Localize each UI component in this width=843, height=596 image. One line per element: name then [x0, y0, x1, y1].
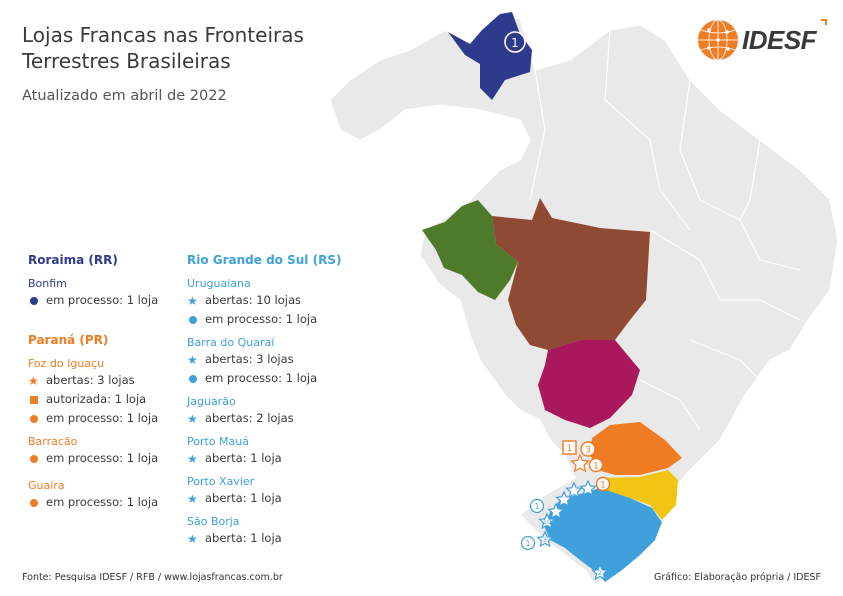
footer-credit: Gráfico: Elaboração própria / IDESF [653, 572, 821, 583]
acre-rondonia-states [422, 200, 518, 300]
legend-city-guaira: Guaíra [28, 479, 65, 492]
legend-item-text: abertas: 3 lojas [46, 373, 135, 387]
legend-item-text: aberta: 1 loja [205, 531, 282, 545]
legend-roraima: Roraima (RR) Bonfim em processo: 1 loja [28, 251, 158, 310]
logo-text: IDESF [742, 25, 817, 55]
mato-grosso-do-sul-state [538, 340, 640, 428]
star-marker-icon: ★ [187, 293, 198, 308]
dot-marker-icon [189, 315, 197, 324]
legend-item: ★ abertas: 3 lojas [187, 350, 341, 369]
legend-city-sao-borja: São Borja [187, 515, 240, 528]
star-marker-icon: ★ [187, 451, 198, 466]
svg-text:1: 1 [526, 539, 531, 548]
rs-pin-labels: 1 10 1 3 2 [526, 502, 602, 577]
legend-item-text: abertas: 2 lojas [205, 411, 294, 425]
legend-state-rs: Rio Grande do Sul (RS) [187, 253, 342, 267]
footer-source: Fonte: Pesquisa IDESF / RFB / www.lojasf… [22, 572, 283, 583]
mato-grosso-state [492, 198, 650, 350]
parana-state [590, 422, 682, 475]
legend-state-roraima: Roraima (RR) [28, 253, 118, 267]
legend-item: ★ abertas: 2 lojas [187, 409, 341, 428]
legend-item-text: aberta: 1 loja [205, 451, 282, 465]
roraima-pin: 1 [504, 31, 526, 53]
svg-text:10: 10 [543, 518, 551, 526]
rs-pins [520, 479, 609, 581]
legend-state-parana: Paraná (PR) [28, 333, 109, 347]
title-line-2: Terrestres Brasileiras [22, 49, 231, 73]
legend-item-text: em processo: 1 loja [46, 411, 159, 425]
legend-item-text: em processo: 1 loja [205, 312, 318, 326]
legend-item-text: abertas: 3 lojas [205, 352, 294, 366]
parana-pins: 1 3 1 1 [562, 440, 611, 492]
legend-item: em processo: 1 loja [28, 409, 158, 428]
legend-item: ★ abertas: 3 lojas [28, 371, 158, 390]
svg-text:1: 1 [567, 444, 573, 454]
state-borders [529, 29, 801, 431]
legend-item-text: em processo: 1 loja [46, 495, 159, 509]
rio-grande-do-sul-state [545, 488, 662, 582]
legend-city-jaguarao: Jaguarão [187, 395, 236, 408]
legend-item: ★ abertas: 10 lojas [187, 291, 341, 310]
legend-item-text: abertas: 10 lojas [205, 293, 301, 307]
globe-icon [698, 19, 738, 61]
svg-text:3: 3 [543, 536, 547, 544]
legend-city-barra-do-quarai: Barra do Quaraí [187, 336, 275, 349]
svg-text:2: 2 [598, 569, 602, 577]
legend-item: ★ aberta: 1 loja [187, 529, 341, 548]
square-marker-icon [30, 395, 38, 404]
star-marker-icon: ★ [187, 352, 198, 367]
star-marker-icon: ★ [28, 373, 39, 388]
star-marker-icon: ★ [187, 531, 198, 546]
legend-item-text: em processo: 1 loja [205, 371, 318, 385]
legend-item: em processo: 1 loja [28, 291, 158, 310]
svg-text:1: 1 [535, 502, 540, 511]
svg-text:1: 1 [593, 462, 598, 472]
svg-text:1: 1 [600, 481, 605, 491]
legend-city-foz: Foz do Iguaçu [28, 357, 105, 370]
legend-city-porto-xavier: Porto Xavier [187, 475, 255, 488]
legend-item: em processo: 1 loja [28, 449, 158, 468]
dot-marker-icon [30, 296, 38, 305]
legend-item-text: autorizada: 1 loja [46, 392, 147, 406]
legend-rs: Rio Grande do Sul (RS) Uruguaiana ★ aber… [187, 251, 341, 548]
star-marker-icon: ★ [187, 411, 198, 426]
svg-text:1: 1 [511, 36, 519, 50]
legend-city-bonfim: Bonfim [28, 277, 67, 290]
legend-item-text: em processo: 1 loja [46, 293, 159, 307]
title-line-1: Lojas Francas nas Fronteiras [22, 23, 304, 47]
dot-marker-icon [30, 454, 38, 463]
legend-item: em processo: 1 loja [28, 493, 158, 512]
dot-marker-icon [30, 498, 38, 507]
legend-city-porto-maua: Porto Mauá [187, 435, 249, 448]
legend-item: em processo: 1 loja [187, 310, 341, 329]
page-title: Lojas Francas nas Fronteiras Terrestres … [22, 22, 362, 74]
legend-parana: Paraná (PR) Foz do Iguaçu ★ abertas: 3 l… [28, 331, 158, 512]
idesf-logo [698, 19, 827, 61]
legend-item: autorizada: 1 loja [28, 390, 158, 409]
svg-text:3: 3 [585, 446, 591, 456]
page-subtitle: Atualizado em abril de 2022 [22, 88, 227, 104]
santa-catarina-state [598, 470, 678, 520]
star-marker-icon: ★ [187, 491, 198, 506]
dot-marker-icon [189, 374, 197, 383]
legend-item-text: em processo: 1 loja [46, 451, 159, 465]
dot-marker-icon [30, 414, 38, 423]
legend-city-uruguaiana: Uruguaiana [187, 277, 251, 290]
legend-item: ★ aberta: 1 loja [187, 489, 341, 508]
legend-item: em processo: 1 loja [187, 369, 341, 388]
legend-item-text: aberta: 1 loja [205, 491, 282, 505]
legend-item: ★ aberta: 1 loja [187, 449, 341, 468]
legend-city-barracao: Barracão [28, 435, 78, 448]
